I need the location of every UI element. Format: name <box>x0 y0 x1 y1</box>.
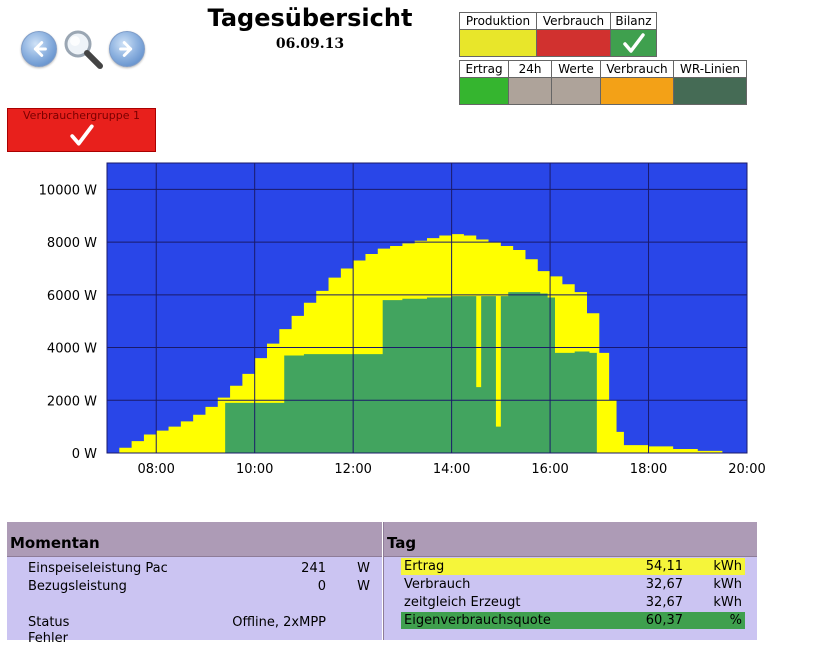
checkmark-icon <box>622 33 645 53</box>
chart-x-tick-label: 12:00 <box>334 462 371 477</box>
row-label: Bezugsleistung <box>28 579 127 594</box>
arrow-left-icon <box>33 41 47 57</box>
toggle-label-verbrauch-line: Verbrauch <box>601 61 673 77</box>
momentan-row-bezugsleistung: Bezugsleistung 0 W <box>7 578 382 595</box>
tag-row-zeitgleich: zeitgleich Erzeugt 32,67 kWh <box>401 594 745 611</box>
tag-row-ertrag: Ertrag 54,11 kWh <box>401 558 745 575</box>
row-label: Eigenverbrauchsquote <box>404 613 551 628</box>
checkmark-icon <box>69 124 94 146</box>
toggle-label-werte: Werte <box>552 61 600 77</box>
toggle-verbrauch[interactable] <box>537 30 610 56</box>
chart-x-tick-label: 20:00 <box>728 462 765 477</box>
chart-x-tick-label: 16:00 <box>531 462 568 477</box>
tag-row-verbrauch: Verbrauch 32,67 kWh <box>401 576 745 593</box>
chart-y-tick-label: 0 W <box>72 447 97 462</box>
row-value: 54,11 <box>645 559 683 574</box>
chart-y-tick-label: 10000 W <box>39 183 97 198</box>
page-title: Tagesübersicht <box>207 4 413 32</box>
row-unit: W <box>357 579 370 594</box>
magnifier-icon <box>64 30 103 69</box>
zoom-button[interactable] <box>60 26 106 72</box>
toggle-label-produktion: Produktion <box>460 13 536 29</box>
momentan-row-status: Status Offline, 2xMPP <box>7 614 382 631</box>
momentan-row-fehler: Fehler <box>7 630 382 647</box>
toggle-label-wr-linien: WR-Linien <box>674 61 746 77</box>
arrow-right-icon <box>119 41 133 57</box>
verbrauchergruppe-label: Verbrauchergruppe 1 <box>23 109 140 122</box>
row-label: Ertrag <box>404 559 445 574</box>
row-label: zeitgleich Erzeugt <box>404 595 521 610</box>
display-toggle-grid: Produktion Verbrauch Bilanz <box>459 12 657 57</box>
row-value: 241 <box>301 561 326 576</box>
toggle-24h[interactable] <box>509 78 551 104</box>
row-value: Offline, 2xMPP <box>232 615 326 630</box>
row-unit: kWh <box>713 595 742 610</box>
momentan-row-einspeiseleistung: Einspeiseleistung Pac 241 W <box>7 560 382 577</box>
chart-x-tick-label: 10:00 <box>236 462 273 477</box>
chart-y-tick-label: 4000 W <box>47 342 97 357</box>
tag-title: Tag <box>384 522 757 557</box>
row-label: Verbrauch <box>404 577 471 592</box>
row-unit: W <box>357 561 370 576</box>
series-toggle-grid: Ertrag 24h Werte Verbrauch WR-Linien <box>459 60 747 105</box>
row-value: 32,67 <box>645 577 683 592</box>
toggle-label-24h: 24h <box>509 61 551 77</box>
prev-day-button[interactable] <box>21 31 57 67</box>
row-label: Status <box>28 615 70 630</box>
momentan-title: Momentan <box>7 522 382 557</box>
row-value: 60,37 <box>645 613 683 628</box>
row-unit: % <box>729 613 742 628</box>
toggle-wr-linien[interactable] <box>674 78 746 104</box>
next-day-button[interactable] <box>109 31 145 67</box>
chart-series-area-1 <box>107 292 747 453</box>
row-unit: kWh <box>713 577 742 592</box>
row-value: 0 <box>317 579 326 594</box>
chart-frame <box>106 162 748 454</box>
momentan-panel: Momentan Einspeiseleistung Pac 241 W Bez… <box>7 522 382 646</box>
tag-panel: Tag Ertrag 54,11 kWh Verbrauch 32,67 kWh… <box>383 522 757 640</box>
row-label: Fehler <box>28 631 68 646</box>
chart-x-tick-label: 14:00 <box>433 462 470 477</box>
daily-power-chart: 0 W 2000 W 4000 W 6000 W 8000 W 10000 W 08:00 1… <box>39 162 766 477</box>
toggle-label-ertrag: Ertrag <box>460 61 508 77</box>
chart-y-tick-label: 8000 W <box>47 236 97 251</box>
chart-x-tick-label: 08:00 <box>137 462 174 477</box>
toggle-ertrag[interactable] <box>460 78 508 104</box>
toggle-produktion[interactable] <box>460 30 536 56</box>
toggle-label-verbrauch: Verbrauch <box>537 13 610 29</box>
verbrauchergruppe-toggle[interactable]: Verbrauchergruppe 1 <box>7 108 156 152</box>
row-label: Einspeiseleistung Pac <box>28 561 168 576</box>
toggle-werte[interactable] <box>552 78 600 104</box>
toggle-label-bilanz: Bilanz <box>611 13 656 29</box>
toggle-bilanz[interactable] <box>611 30 656 56</box>
page-date: 06.09.13 <box>275 36 345 52</box>
toggle-verbrauch-line[interactable] <box>601 78 673 104</box>
chart-y-tick-label: 2000 W <box>47 394 97 409</box>
row-value: 32,67 <box>645 595 683 610</box>
chart-y-tick-label: 6000 W <box>47 289 97 304</box>
chart-x-tick-label: 18:00 <box>630 462 667 477</box>
tag-row-eigenverbrauchsquote: Eigenverbrauchsquote 60,37 % <box>401 612 745 629</box>
row-unit: kWh <box>713 559 742 574</box>
